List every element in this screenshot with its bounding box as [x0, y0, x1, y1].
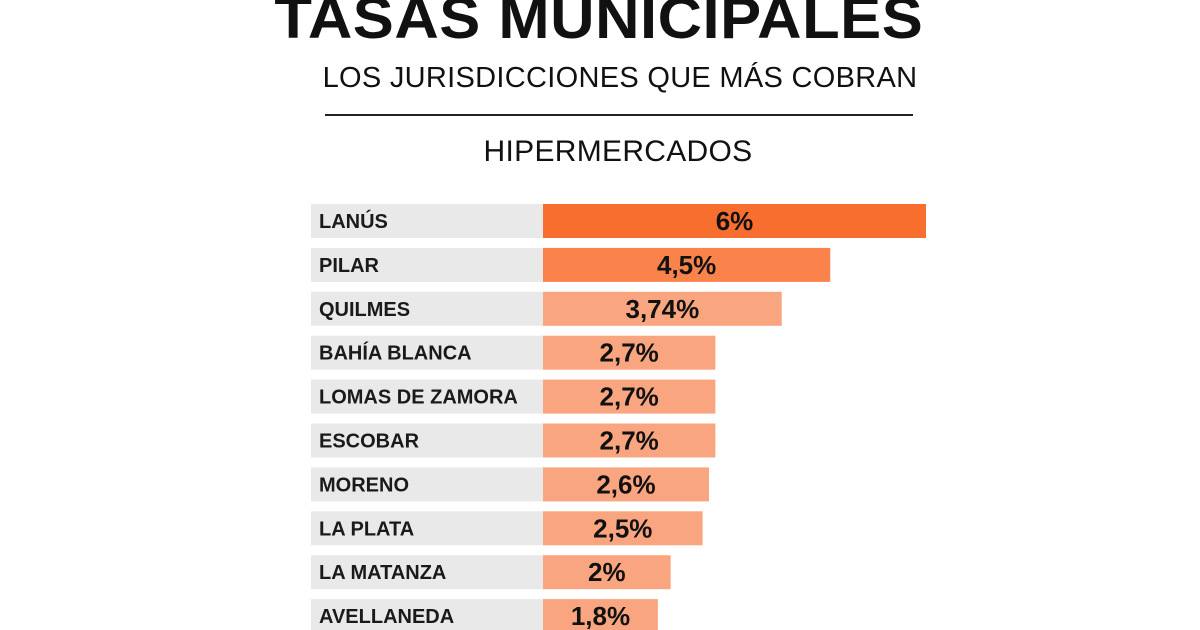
- page-title: TASAS MUNICIPALES: [274, 0, 924, 51]
- value-label: 1,8%: [571, 601, 630, 630]
- row-label-background: [311, 335, 543, 370]
- value-label: 2%: [588, 557, 626, 587]
- row-label-background: [311, 467, 543, 502]
- category-label: ESCOBAR: [319, 431, 420, 453]
- bar: [543, 204, 926, 238]
- row-label-background: [311, 291, 543, 326]
- category-label: LANÚS: [319, 209, 388, 233]
- value-label: 2,5%: [593, 513, 652, 543]
- row-label-background: [311, 204, 543, 238]
- value-label: 2,6%: [596, 469, 655, 499]
- bar: [543, 555, 671, 590]
- value-label: 2,7%: [600, 426, 659, 456]
- value-label: 2,7%: [600, 338, 659, 368]
- category-label: AVELLANEDA: [319, 606, 454, 628]
- bar: [543, 511, 703, 546]
- category-label: MORENO: [319, 474, 409, 496]
- page-subtitle: LOS JURISDICCIONES QUE MÁS COBRAN: [322, 62, 918, 94]
- bar: [543, 291, 782, 326]
- divider: [325, 114, 913, 116]
- category-label: BAHÍA BLANCA: [319, 342, 472, 365]
- bar: [543, 335, 716, 370]
- bar: [543, 467, 709, 502]
- category-label: LOMAS DE ZAMORA: [319, 387, 518, 409]
- category-label: LA PLATA: [319, 518, 414, 540]
- value-label: 3,74%: [626, 294, 700, 324]
- row-label-background: [311, 511, 543, 546]
- category-label: LA MATANZA: [319, 562, 446, 584]
- row-label-background: [311, 423, 543, 458]
- row-label-background: [311, 379, 543, 414]
- category-label: QUILMES: [319, 299, 410, 321]
- value-label: 2,7%: [600, 382, 659, 412]
- bar: [543, 379, 716, 414]
- value-label: 6%: [716, 206, 754, 236]
- bar: [543, 247, 831, 282]
- value-label: 4,5%: [657, 250, 716, 280]
- row-label-background: [311, 599, 543, 630]
- bar: [543, 423, 716, 458]
- row-label-background: [311, 247, 543, 282]
- section-title: HIPERMERCADOS: [483, 135, 753, 168]
- category-label: PILAR: [319, 255, 380, 277]
- row-label-background: [311, 555, 543, 590]
- bar: [543, 599, 658, 630]
